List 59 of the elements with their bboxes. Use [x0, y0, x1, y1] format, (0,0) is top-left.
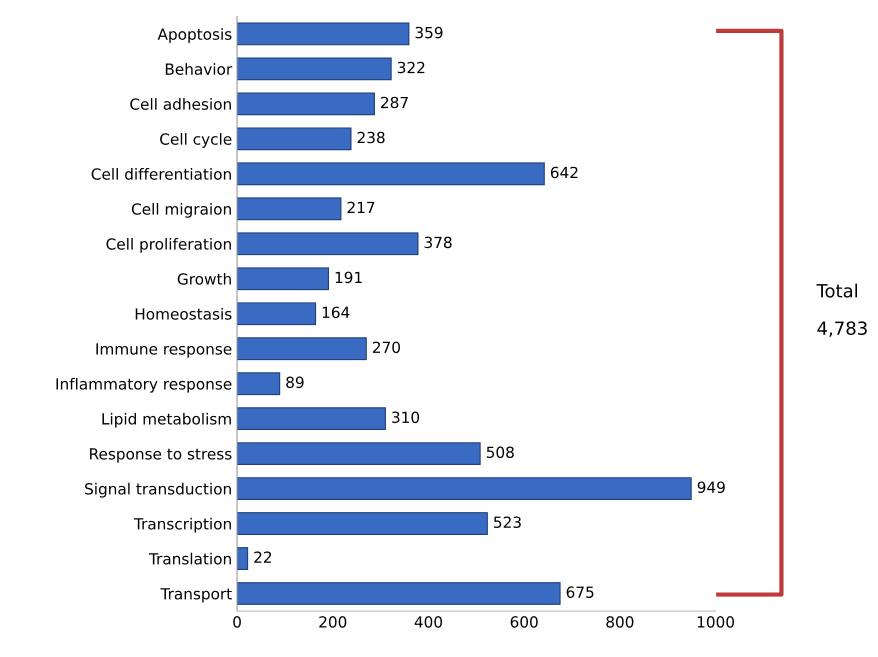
x-tick-label: 1000 — [698, 616, 734, 628]
y-tick-label: Cell cycle — [160, 133, 232, 148]
x-tick-label: 400 — [414, 616, 442, 628]
data-label: 508 — [486, 446, 514, 458]
bar — [237, 407, 386, 430]
data-label: 22 — [254, 551, 272, 563]
y-tick-label: Response to stress — [90, 448, 232, 463]
bar — [237, 127, 352, 150]
y-tick-label: Growth — [178, 272, 231, 285]
bar — [237, 337, 367, 360]
y-tick-label: Translation — [148, 552, 231, 565]
y-tick-label: Apoptosis — [158, 28, 232, 43]
bar — [237, 232, 418, 256]
bar — [237, 57, 392, 80]
data-label: 238 — [358, 132, 385, 144]
x-tick-label: 0 — [233, 616, 241, 628]
data-label: 949 — [698, 481, 725, 494]
x-tick-label: 200 — [319, 616, 346, 628]
y-tick-label: Inflammatory response — [56, 378, 232, 393]
y-tick-label: Immune response — [96, 343, 232, 358]
x-tick-label: 600 — [510, 616, 538, 628]
bar — [237, 477, 692, 500]
bar — [237, 442, 481, 466]
bar — [237, 22, 410, 46]
data-label: 217 — [348, 202, 374, 214]
y-tick-label: Cell differentiation — [92, 168, 231, 180]
bar — [237, 372, 280, 396]
data-label: 359 — [416, 26, 442, 38]
bar — [237, 547, 248, 570]
y-tick-label: Cell proliferation — [106, 238, 231, 253]
text: Total — [816, 284, 858, 298]
bar — [237, 302, 316, 326]
data-label: 191 — [336, 272, 362, 284]
bar — [237, 582, 561, 605]
y-tick-label: Cell adhesion — [130, 98, 231, 110]
data-label: 89 — [286, 376, 304, 388]
bar — [237, 197, 342, 220]
bar — [237, 162, 545, 186]
data-label: 675 — [566, 586, 594, 598]
y-tick-label: Behavior — [166, 63, 232, 75]
text: 4,783 — [817, 321, 867, 337]
y-tick-label: Cell migraion — [132, 202, 231, 218]
data-label: 378 — [424, 236, 452, 248]
bar — [237, 512, 488, 535]
data-label: 287 — [381, 96, 408, 108]
y-tick-label: Homeostasis — [136, 308, 232, 320]
bar — [237, 267, 330, 290]
y-tick-label: Transcription — [134, 518, 231, 533]
data-label: 310 — [392, 412, 420, 424]
data-label: 164 — [322, 306, 350, 318]
data-label: 642 — [550, 166, 578, 178]
data-label: 322 — [398, 62, 424, 74]
y-tick-label: Lipid metabolism — [102, 412, 231, 428]
y-tick-label: Transport — [160, 588, 232, 603]
data-label: 523 — [494, 516, 521, 528]
data-label: 270 — [372, 342, 400, 354]
x-tick-label: 800 — [606, 616, 634, 628]
bar — [237, 92, 375, 116]
y-tick-label: Signal transduction — [85, 482, 231, 498]
